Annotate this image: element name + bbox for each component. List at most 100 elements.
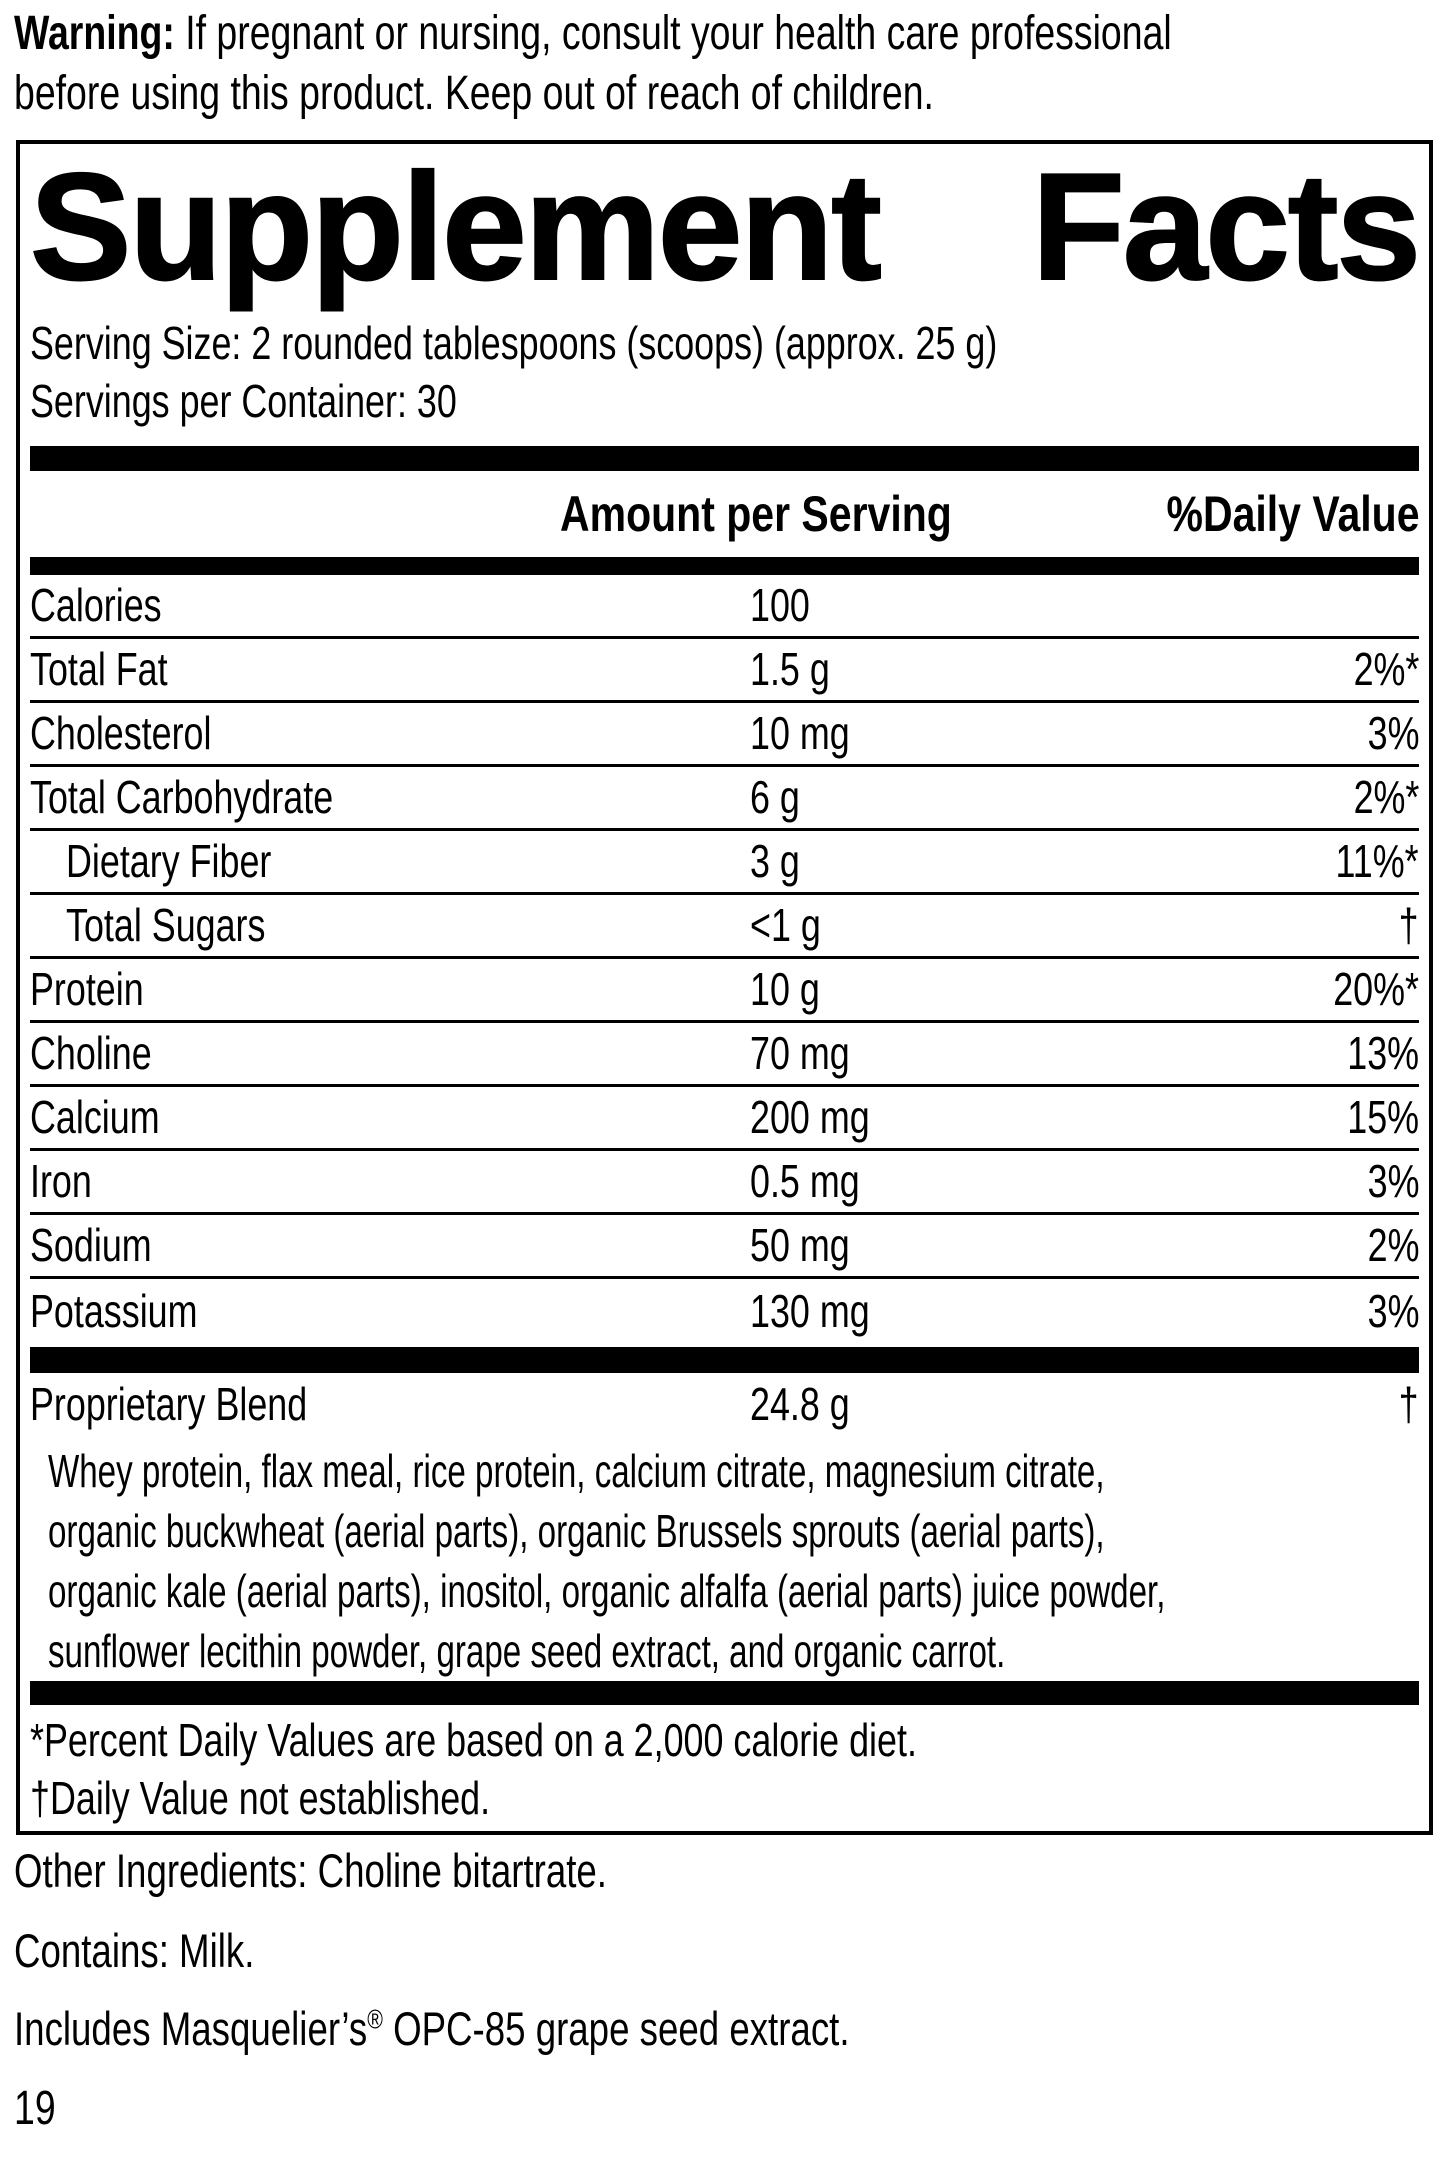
nutrient-amount: 0.5 mg — [750, 1155, 860, 1207]
includes-post: OPC-85 grape seed extract. — [382, 2002, 850, 2055]
column-header-amount: Amount per Serving — [560, 471, 1038, 557]
nutrient-row: Potassium 130 mg 3% — [30, 1279, 1419, 1347]
nutrient-daily-value: 2% — [1367, 1219, 1419, 1271]
nutrient-amount-cell: 0.5 mg — [750, 1151, 1353, 1212]
blend-description-line: organic buckwheat (aerial parts), organi… — [48, 1501, 1419, 1561]
warning-text: Warning: If pregnant or nursing, consult… — [14, 4, 1445, 124]
contains-statement: Contains: Milk. — [14, 1922, 322, 1980]
nutrient-amount-cell: 130 mg — [750, 1279, 1353, 1347]
warning-label: Warning: — [14, 7, 175, 60]
blend-description-text: sunflower lecithin powder, grape seed ex… — [48, 1625, 1006, 1677]
title-word-facts: Facts — [1031, 142, 1422, 312]
servings-per-container: Servings per Container: 30 — [30, 372, 1419, 430]
title-word-supplement: Supplement — [29, 142, 883, 312]
nutrient-label-cell: Total Fat — [30, 639, 750, 700]
page-number: 19 — [14, 2080, 67, 2138]
footnote-daily-values: *Percent Daily Values are based on a 2,0… — [30, 1711, 1419, 1769]
nutrient-amount-cell: 3 g — [750, 831, 1312, 892]
nutrient-amount-cell: 100 — [750, 575, 1419, 636]
nutrient-label-cell: Cholesterol — [30, 703, 750, 764]
nutrient-amount: 10 g — [750, 963, 820, 1015]
nutrient-label-cell: Total Sugars — [30, 895, 750, 956]
warning-line-1-text: If pregnant or nursing, consult your hea… — [174, 7, 1172, 60]
includes-statement: Includes Masquelier’s® OPC-85 grape seed… — [14, 2000, 1085, 2058]
nutrient-row: Cholesterol 10 mg 3% — [30, 703, 1419, 767]
nutrient-daily-value: † — [1399, 899, 1419, 951]
blend-description-line: organic kale (aerial parts), inositol, o… — [48, 1561, 1419, 1621]
nutrient-label: Total Sugars — [66, 899, 266, 951]
nutrient-daily-value: 3% — [1367, 1285, 1419, 1337]
nutrient-daily-value-cell: † — [1393, 895, 1419, 956]
nutrient-amount-cell: 10 g — [750, 959, 1309, 1020]
nutrient-amount: 100 — [750, 579, 810, 631]
nutrient-daily-value-cell: 2% — [1353, 1215, 1419, 1276]
nutrient-row: Dietary Fiber 3 g 11%* — [30, 831, 1419, 895]
nutrient-amount-cell: 200 mg — [750, 1087, 1327, 1148]
nutrient-label-cell: Iron — [30, 1151, 750, 1212]
nutrient-daily-value: 15% — [1347, 1091, 1419, 1143]
nutrient-daily-value-cell: 3% — [1353, 703, 1419, 764]
warning-line-1: Warning: If pregnant or nursing, consult… — [14, 4, 1172, 64]
blend-description-line: Whey protein, flax meal, rice protein, c… — [48, 1441, 1419, 1501]
footnote-dagger: †Daily Value not established. — [30, 1769, 1419, 1827]
nutrient-daily-value: 3% — [1367, 1155, 1419, 1207]
serving-size: Serving Size: 2 rounded tablespoons (sco… — [30, 314, 1419, 372]
nutrient-daily-value-cell: 2%* — [1335, 767, 1419, 828]
nutrient-daily-value-cell: 15% — [1327, 1087, 1419, 1148]
nutrient-amount-cell: 70 mg — [750, 1023, 1327, 1084]
supplement-facts-panel: Supplement Facts Serving Size: 2 rounded… — [16, 140, 1433, 1835]
nutrient-daily-value-cell: 11%* — [1312, 831, 1419, 892]
column-header-amount-text: Amount per Serving — [560, 486, 952, 542]
nutrient-row: Total Carbohydrate 6 g 2%* — [30, 767, 1419, 831]
blend-daily-value: † — [1399, 1378, 1419, 1430]
nutrient-daily-value-cell: 3% — [1353, 1279, 1419, 1347]
nutrient-daily-value-cell: 13% — [1327, 1023, 1419, 1084]
nutrient-label-cell: Choline — [30, 1023, 750, 1084]
nutrient-row: Protein 10 g 20%* — [30, 959, 1419, 1023]
blend-daily-value-cell: † — [1393, 1373, 1419, 1437]
nutrient-label-cell: Dietary Fiber — [30, 831, 750, 892]
nutrient-daily-value: 3% — [1367, 707, 1419, 759]
blend-amount-cell: 24.8 g — [750, 1373, 1393, 1437]
nutrient-amount-cell: <1 g — [750, 895, 1393, 956]
nutrient-amount: <1 g — [750, 899, 821, 951]
blend-label: Proprietary Blend — [30, 1378, 308, 1430]
contains-statement-text: Contains: Milk. — [14, 1924, 255, 1977]
includes-pre: Includes Masquelier’s — [14, 2002, 368, 2055]
nutrient-daily-value-cell: 3% — [1353, 1151, 1419, 1212]
warning-line-2: before using this product. Keep out of r… — [14, 67, 934, 120]
blend-description: Whey protein, flax meal, rice protein, c… — [30, 1441, 1419, 1681]
column-header-row: Amount per Serving %Daily Value — [30, 471, 1419, 557]
other-ingredients-text: Other Ingredients: Choline bitartrate. — [14, 1844, 607, 1897]
nutrient-label: Dietary Fiber — [66, 835, 272, 887]
nutrient-daily-value: 2%* — [1353, 771, 1419, 823]
nutrient-label-cell: Sodium — [30, 1215, 750, 1276]
nutrient-label: Total Carbohydrate — [30, 771, 334, 823]
nutrient-amount: 1.5 g — [750, 643, 830, 695]
blend-description-text: Whey protein, flax meal, rice protein, c… — [48, 1445, 1105, 1497]
nutrient-amount-cell: 1.5 g — [750, 639, 1335, 700]
supplement-facts-title: Supplement Facts — [29, 142, 1422, 312]
nutrient-label: Calories — [30, 579, 162, 631]
registered-trademark-symbol: ® — [367, 2003, 383, 2035]
nutrient-amount: 50 mg — [750, 1219, 850, 1271]
nutrient-label-cell: Potassium — [30, 1279, 750, 1347]
nutrient-daily-value: 13% — [1347, 1027, 1419, 1079]
servings-per-container-text: Servings per Container: 30 — [30, 375, 457, 427]
nutrient-label: Calcium — [30, 1091, 160, 1143]
nutrient-table: Calories 100 Total Fat 1.5 g 2%* Cholest… — [30, 575, 1419, 1347]
nutrient-row: Calories 100 — [30, 575, 1419, 639]
nutrient-daily-value-cell: 2%* — [1335, 639, 1419, 700]
section-divider-bar — [30, 1681, 1419, 1705]
proprietary-blend-row: Proprietary Blend 24.8 g † — [30, 1373, 1419, 1437]
nutrient-label: Potassium — [30, 1285, 198, 1337]
nutrient-amount: 130 mg — [750, 1285, 870, 1337]
nutrient-label-cell: Calories — [30, 575, 750, 636]
nutrient-amount: 3 g — [750, 835, 800, 887]
nutrient-label: Choline — [30, 1027, 152, 1079]
nutrient-row: Iron 0.5 mg 3% — [30, 1151, 1419, 1215]
nutrient-label: Protein — [30, 963, 144, 1015]
nutrient-row: Calcium 200 mg 15% — [30, 1087, 1419, 1151]
nutrient-label-cell: Total Carbohydrate — [30, 767, 750, 828]
